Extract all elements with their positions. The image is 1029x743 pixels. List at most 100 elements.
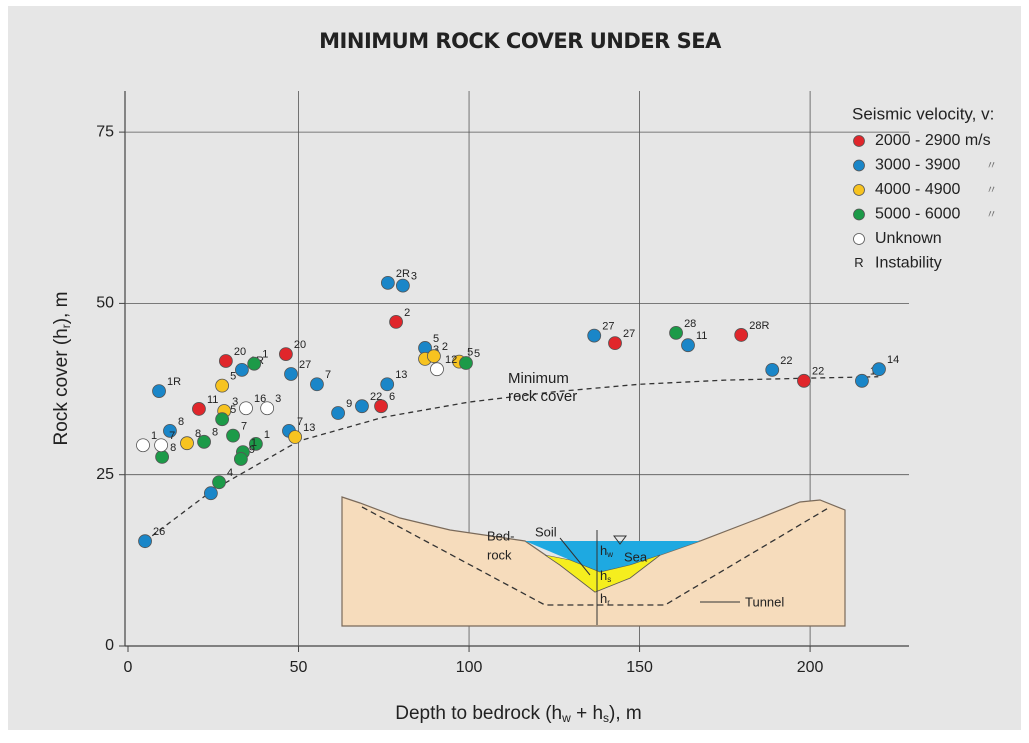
point: [670, 326, 683, 339]
curve-label: Minimum: [508, 370, 569, 387]
point-label: 5: [474, 348, 480, 360]
x-tick-label: 100: [456, 659, 483, 676]
legend-label: 5000 - 6000: [875, 206, 961, 223]
x-tick-label: 150: [626, 659, 653, 676]
point-label: 7: [241, 421, 247, 433]
point: [192, 402, 205, 415]
point: [261, 402, 274, 415]
point-label: 6: [389, 391, 395, 403]
inset-label: rock: [487, 547, 512, 562]
point-label: 1R: [167, 376, 181, 388]
legend-swatch: [854, 185, 865, 196]
point-label: 2R: [396, 268, 410, 280]
point: [609, 337, 622, 350]
point-label: 13: [303, 422, 315, 434]
point: [381, 378, 394, 391]
legend-label: 3000 - 3900: [875, 157, 961, 174]
point-label: 5: [230, 371, 236, 383]
curve-label: rock cover: [508, 388, 577, 405]
point-label: 5: [230, 404, 236, 416]
x-tick-label: 200: [797, 659, 824, 676]
point: [227, 429, 240, 442]
point-label: 8: [212, 427, 218, 439]
legend-swatch: [854, 160, 865, 171]
point: [279, 348, 292, 361]
point: [248, 357, 261, 370]
point: [219, 354, 232, 367]
ylabel-title: Rock cover (hr), m: [51, 292, 73, 446]
point: [766, 363, 779, 376]
page: MINIMUM ROCK COVER UNDER SEA 05010015020…: [0, 0, 1029, 743]
point-label: 20: [234, 346, 246, 358]
point: [234, 452, 247, 465]
point-label: 4: [227, 467, 233, 479]
point: [216, 413, 229, 426]
chart: MINIMUM ROCK COVER UNDER SEA 05010015020…: [0, 0, 1029, 738]
point: [181, 437, 194, 450]
legend-symbol: R: [854, 255, 863, 270]
point-label: 28R: [749, 320, 769, 332]
point: [137, 439, 150, 452]
y-tick-label: 0: [105, 637, 114, 654]
point: [872, 363, 885, 376]
point: [332, 407, 345, 420]
point: [855, 374, 868, 387]
point-label: 1: [264, 429, 270, 441]
point-label: 27: [299, 359, 311, 371]
label-part: + h: [571, 703, 603, 724]
point: [735, 328, 748, 341]
point: [355, 400, 368, 413]
legend-ditto: 〃: [986, 208, 997, 220]
point: [390, 315, 403, 328]
point: [459, 357, 472, 370]
legend-swatch: [854, 136, 865, 147]
point-label: 9: [249, 444, 255, 456]
point-label: 22: [780, 355, 792, 367]
point-label: 3: [275, 393, 281, 405]
point: [213, 476, 226, 489]
legend-ditto: 〃: [986, 184, 997, 196]
legend-swatch: [854, 234, 865, 245]
point: [682, 339, 695, 352]
label-part: Rock cover (h: [51, 328, 72, 445]
chart-title: MINIMUM ROCK COVER UNDER SEA: [319, 29, 722, 53]
point: [216, 379, 229, 392]
point: [198, 435, 211, 448]
legend-label: 2000 - 2900 m/s: [875, 132, 991, 149]
point: [156, 450, 169, 463]
legend-label: Instability: [875, 255, 942, 272]
point-label: 7: [325, 369, 331, 381]
point-label: 28: [684, 318, 696, 330]
legend-title: Seismic velocity, v:: [852, 104, 994, 123]
point: [204, 487, 217, 500]
point: [285, 367, 298, 380]
point-label: 8: [178, 416, 184, 428]
legend-label: 4000 - 4900: [875, 181, 961, 198]
point-label: 22: [370, 391, 382, 403]
point-label: 14: [887, 354, 899, 366]
point-label: 2: [442, 341, 448, 353]
point: [430, 363, 443, 376]
point: [139, 535, 152, 548]
point-label: 7: [169, 430, 175, 442]
point: [235, 363, 248, 376]
point: [155, 439, 168, 452]
label-part: ), m: [51, 292, 72, 325]
point-label: 2: [404, 307, 410, 319]
y-tick-label: 50: [96, 295, 114, 312]
label-part: w: [561, 711, 571, 725]
label-part: Depth to bedrock (h: [395, 703, 562, 724]
point-label: 26: [153, 526, 165, 538]
point: [153, 385, 166, 398]
y-tick-label: 25: [96, 466, 114, 483]
point-label: 22: [812, 366, 824, 378]
inset-label: Tunnel: [745, 594, 784, 609]
point: [381, 276, 394, 289]
point: [289, 431, 302, 444]
point-label: 1: [262, 349, 268, 361]
point-label: 8: [170, 442, 176, 454]
x-tick-label: 0: [124, 659, 133, 676]
inset-label: Soil: [535, 524, 557, 539]
point-label: 11: [207, 394, 218, 406]
point-label: 27: [623, 328, 635, 340]
